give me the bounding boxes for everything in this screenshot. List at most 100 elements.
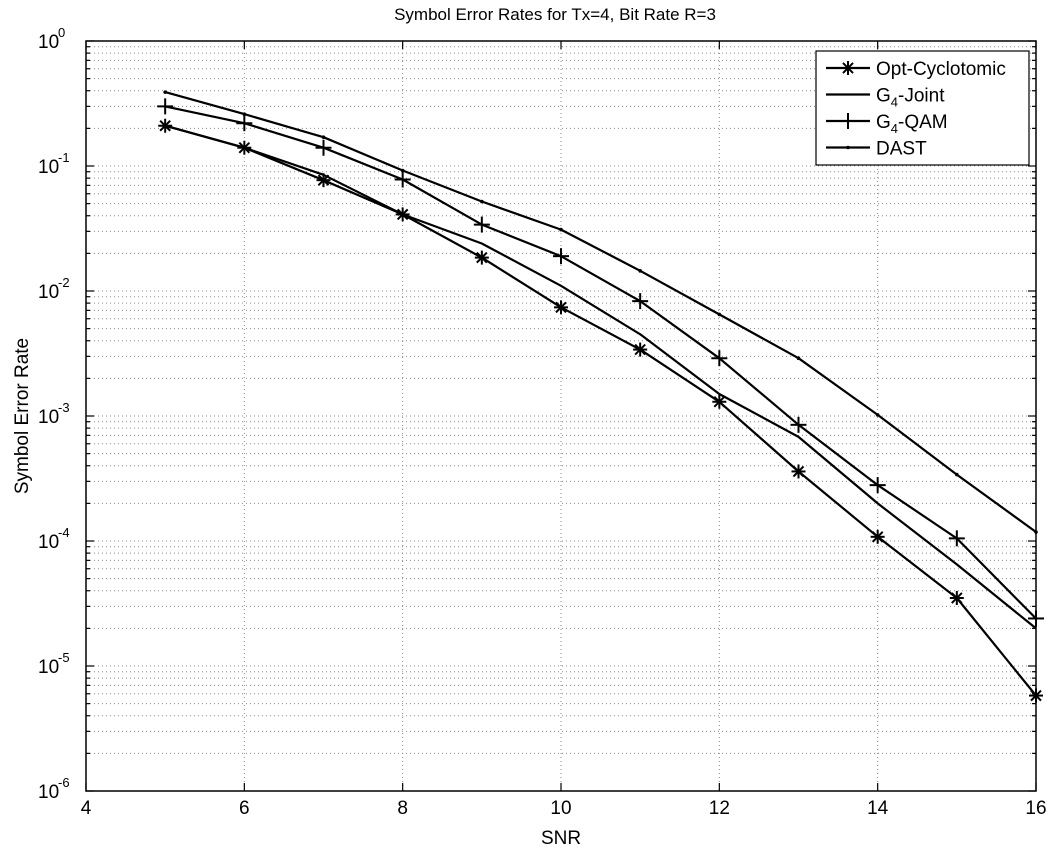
y-tick-label-exponent: -1 [58, 150, 70, 165]
series-dast [163, 90, 1038, 534]
dot-marker [163, 90, 167, 94]
dot-marker [321, 135, 326, 139]
y-tick-label-exponent: 0 [58, 25, 65, 40]
y-tick-label: 10-5 [38, 650, 70, 678]
y-tick-label-exponent: -3 [58, 400, 70, 415]
legend-label-main: DAST [876, 139, 927, 160]
legend-box [815, 50, 1030, 166]
dot-marker [875, 413, 880, 417]
y-tick-label-exponent: -4 [58, 525, 70, 540]
y-tick-label-base: 10 [38, 157, 59, 178]
legend-label: DAST [876, 139, 927, 160]
x-tick-label: 8 [397, 798, 408, 819]
plus-marker [157, 98, 174, 115]
y-tick-label-base: 10 [38, 657, 59, 678]
y-tick-label: 100 [38, 25, 65, 53]
series-line [164, 105, 1037, 620]
y-tick-label: 10-6 [38, 775, 70, 803]
plus-marker [869, 477, 886, 494]
asterisk-marker [870, 529, 885, 544]
asterisk-marker [158, 118, 173, 133]
dot-marker [638, 269, 642, 273]
legend-label-subscript: 4 [891, 95, 898, 110]
y-tick-label-exponent: -6 [58, 775, 70, 790]
dot-marker [242, 112, 247, 116]
legend-label-main: G [876, 112, 891, 133]
y-tick-label-base: 10 [38, 407, 59, 428]
marker-stroke [842, 62, 854, 74]
legend-label: Opt-Cyclotomic [876, 59, 1006, 80]
legend-item: Opt-Cyclotomic [826, 59, 1006, 80]
series-layer [157, 90, 1044, 703]
plus-marker [236, 115, 253, 132]
marker-stroke [634, 343, 646, 356]
x-tick-label: 16 [1025, 798, 1046, 819]
legend-item: G4-Joint [826, 86, 945, 110]
asterisk-marker [841, 61, 855, 75]
x-axis-label: SNR [541, 828, 581, 849]
plus-marker [553, 248, 569, 265]
marker-stroke [159, 119, 171, 132]
marker-stroke [476, 251, 488, 264]
series-line [164, 91, 1037, 533]
y-tick-label-base: 10 [38, 282, 59, 303]
plus-marker [711, 350, 728, 367]
legend-label-tail: -QAM [898, 112, 948, 133]
marker-stroke [792, 465, 805, 478]
y-tick-label-exponent: -5 [58, 650, 70, 665]
y-tick-label-base: 10 [38, 32, 59, 53]
x-tick-label: 12 [709, 798, 730, 819]
y-axis-label: Symbol Error Rate [12, 338, 33, 494]
y-tick-label-base: 10 [38, 782, 59, 803]
plus-marker [840, 113, 856, 129]
x-tick-label: 10 [550, 798, 571, 819]
asterisk-marker [633, 342, 648, 357]
marker-stroke [555, 301, 567, 314]
dot-marker [480, 199, 484, 204]
legend-label-tail: -Joint [898, 86, 945, 107]
legend-label-subscript: 4 [891, 121, 898, 136]
y-tick-label-base: 10 [38, 532, 59, 553]
asterisk-marker [474, 250, 489, 265]
x-tick-label: 14 [867, 798, 889, 819]
asterisk-marker [712, 394, 727, 409]
y-tick-label-exponent: -2 [58, 275, 70, 290]
series-line [164, 124, 1037, 630]
plus-marker [394, 171, 411, 188]
legend-label-main: G [876, 86, 891, 107]
legend-item: G4-QAM [826, 112, 948, 136]
dot-marker [955, 472, 959, 477]
marker-stroke [951, 592, 963, 604]
marker-stroke [871, 531, 884, 543]
x-tick-label: 6 [239, 798, 250, 819]
y-tick-label: 10-1 [38, 150, 70, 178]
series-g4-qam [157, 98, 1044, 627]
marker-stroke [713, 396, 726, 408]
dot-marker [400, 168, 405, 173]
x-tick-label: 4 [81, 798, 92, 819]
plus-marker [632, 293, 649, 310]
legend-label: G4-QAM [876, 112, 948, 136]
y-tick-label: 10-3 [38, 400, 70, 428]
y-tick-label: 10-4 [38, 525, 70, 553]
plus-marker [948, 530, 965, 547]
legend-label: G4-Joint [876, 86, 945, 110]
plus-marker [473, 216, 490, 233]
plus-marker [790, 416, 807, 433]
legend-item: DAST [826, 139, 927, 160]
dot-marker [796, 356, 801, 361]
dot-marker [717, 312, 722, 317]
grid [86, 41, 1036, 791]
legend-label-main: Opt-Cyclotomic [876, 59, 1006, 80]
dot-marker [559, 227, 563, 232]
plus-marker [315, 139, 332, 156]
series-g4-joint [164, 124, 1037, 630]
series-line [164, 124, 1037, 697]
asterisk-marker [791, 464, 806, 479]
asterisk-marker [554, 300, 568, 315]
dot-marker [846, 145, 850, 150]
asterisk-marker [949, 590, 964, 605]
